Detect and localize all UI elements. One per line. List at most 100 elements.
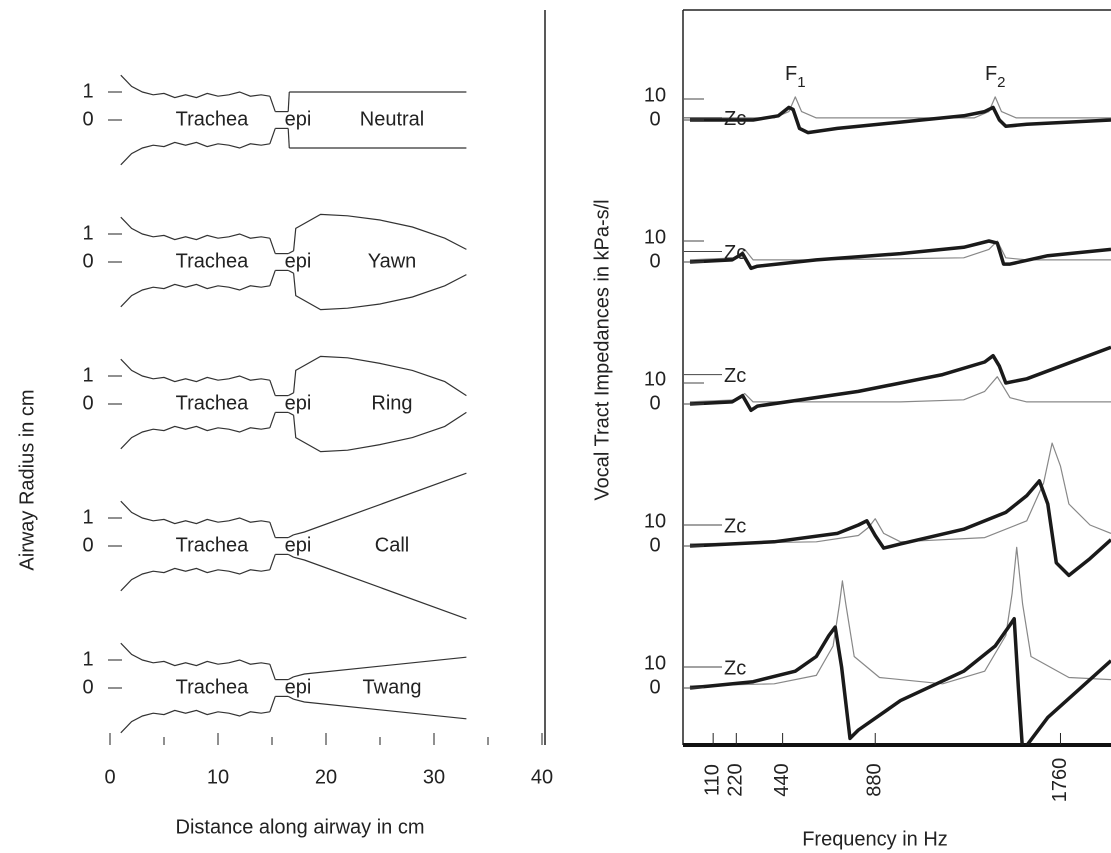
impedance-curve-thick [689, 239, 1111, 271]
y-tick-label: 0 [82, 108, 93, 130]
y-tick-label: 0 [82, 250, 93, 272]
vocal-tract-outline [293, 556, 467, 620]
shape-name: Twang [363, 676, 422, 698]
y-tick-label: 10 [644, 226, 666, 248]
segment-label: epi [285, 250, 312, 272]
y-tick-label: 10 [644, 84, 666, 106]
connector [287, 695, 294, 700]
connector [287, 91, 290, 112]
x-tick-label: 1760 [1049, 758, 1071, 803]
vocal-tract-outline [293, 656, 467, 678]
zc-label: Zc [724, 515, 746, 537]
trachea-outline [120, 642, 270, 667]
x-tick-label: 440 [771, 763, 793, 796]
segment-label: epi [285, 108, 312, 130]
y-tick-label: 0 [649, 392, 660, 414]
x-tick-label: 110 [701, 764, 723, 796]
shape-name: Neutral [360, 108, 424, 130]
connector [287, 553, 294, 558]
connector [269, 270, 276, 286]
vocal-tract-outline [293, 273, 467, 311]
y-tick-label: 0 [649, 108, 660, 130]
connector [269, 412, 276, 428]
connector [269, 380, 276, 396]
y-axis-label: Vocal Tract Impedances in kPa-s/l [591, 199, 613, 500]
trachea-outline [120, 425, 270, 450]
x-tick-label: 0 [104, 766, 115, 788]
segment-label: Trachea [176, 250, 250, 272]
impedance-curve-thin [689, 546, 1111, 687]
zc-label: Zc [724, 108, 746, 130]
y-tick-label: 0 [649, 250, 660, 272]
segment-label: epi [285, 392, 312, 414]
y-tick-label: 10 [644, 652, 666, 674]
x-tick-label: 20 [315, 766, 337, 788]
connector [269, 522, 276, 538]
connector [269, 664, 276, 680]
zc-label: Zc [724, 657, 746, 679]
x-axis-label: Distance along airway in cm [176, 816, 425, 838]
connector [287, 534, 294, 539]
segment-label: epi [285, 534, 312, 556]
x-tick-label: 30 [423, 766, 445, 788]
vocal-tract-outline [293, 698, 467, 720]
segment-label: Trachea [176, 676, 250, 698]
connector [269, 696, 276, 712]
impedance-curve-thin [689, 376, 1111, 403]
vocal-tract-outline [293, 472, 467, 536]
segment-label: Trachea [176, 392, 250, 414]
y-tick-label: 0 [649, 534, 660, 556]
shape-name: Ring [371, 392, 412, 414]
x-axis-label: Frequency in Hz [802, 828, 948, 850]
impedance-curve-thin [690, 96, 1111, 119]
trachea-outline [120, 500, 270, 525]
y-tick-label: 10 [644, 510, 666, 532]
impedance-curve-thick [689, 345, 1111, 413]
impedance-curve-thick [690, 105, 1111, 135]
connector [287, 392, 294, 397]
vocal-tract-outline [293, 411, 467, 453]
y-tick-label: 1 [82, 364, 93, 386]
y-tick-label: 0 [82, 534, 93, 556]
formant-label: F2 [985, 63, 1006, 91]
shape-name: Yawn [368, 250, 417, 272]
x-tick-label: 220 [725, 763, 747, 796]
y-tick-label: 1 [82, 648, 93, 670]
connector [269, 238, 276, 254]
trachea-outline [120, 74, 270, 99]
connector [287, 250, 294, 255]
connector [287, 676, 294, 681]
segment-label: epi [285, 676, 312, 698]
connector [287, 411, 294, 416]
trachea-outline [120, 709, 270, 734]
connector [287, 128, 290, 149]
segment-label: Trachea [176, 534, 250, 556]
vocal-tract-outline [293, 213, 467, 251]
connector [269, 96, 276, 112]
y-axis-label: Airway Radius in cm [16, 389, 38, 570]
trachea-outline [120, 141, 270, 166]
connector [269, 128, 276, 144]
y-tick-label: 0 [82, 676, 93, 698]
y-tick-label: 10 [644, 368, 666, 390]
connector [269, 554, 276, 570]
y-tick-label: 1 [82, 506, 93, 528]
x-tick-label: 40 [531, 766, 553, 788]
y-tick-label: 1 [82, 80, 93, 102]
trachea-outline [120, 216, 270, 241]
x-tick-label: 10 [207, 766, 229, 788]
zc-label: Zc [724, 242, 746, 264]
connector [287, 269, 294, 274]
y-tick-label: 0 [82, 392, 93, 414]
x-tick-label: 880 [864, 763, 886, 796]
impedance-plot [689, 96, 1111, 745]
segment-label: Trachea [176, 108, 250, 130]
y-tick-label: 0 [649, 676, 660, 698]
y-tick-label: 1 [82, 222, 93, 244]
formant-label: F1 [785, 63, 806, 91]
impedance-curve-thick [689, 479, 1111, 578]
trachea-outline [120, 567, 270, 592]
trachea-outline [120, 358, 270, 383]
impedance-curve-thick [689, 616, 1111, 745]
vocal-tract-outline [293, 355, 467, 397]
